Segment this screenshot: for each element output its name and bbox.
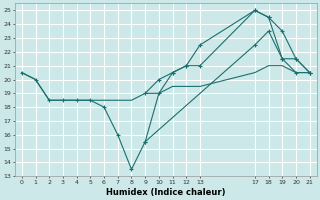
X-axis label: Humidex (Indice chaleur): Humidex (Indice chaleur) [106,188,226,197]
